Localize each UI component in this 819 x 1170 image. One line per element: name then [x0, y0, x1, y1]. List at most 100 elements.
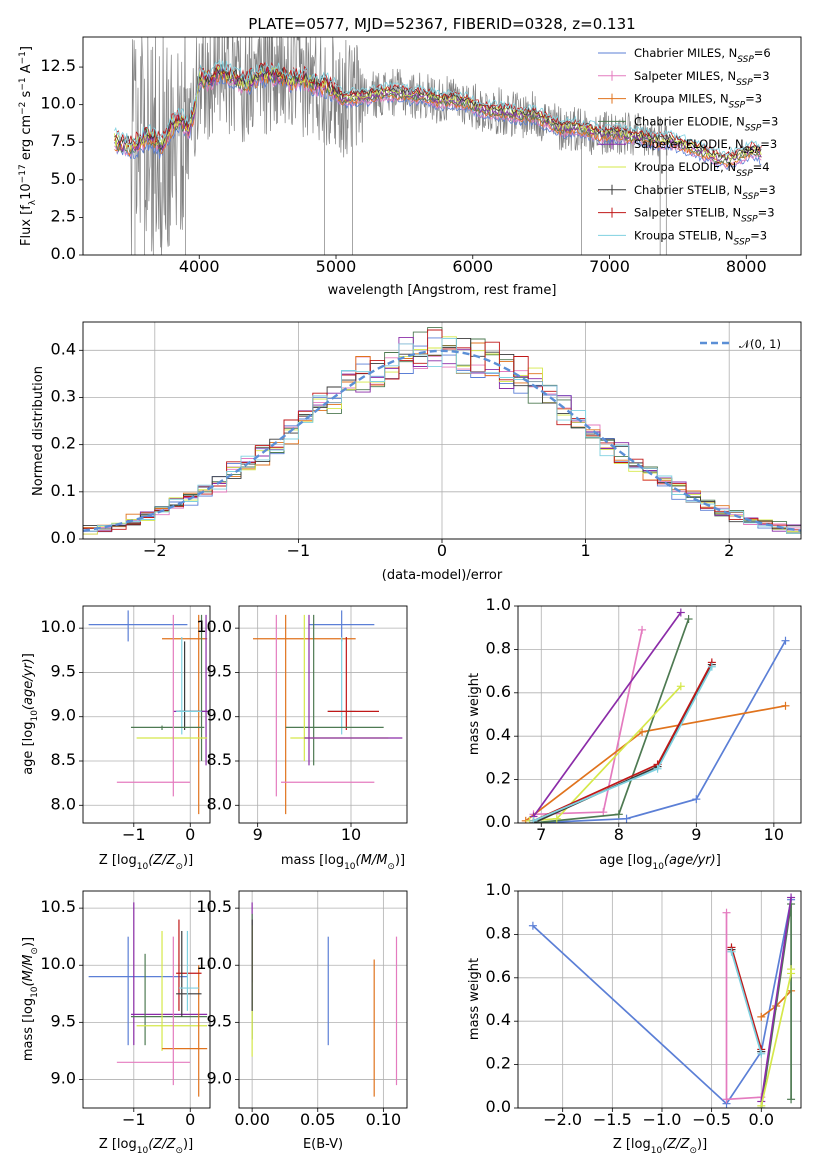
label-part: SSP — [741, 215, 758, 225]
mass-vs-EBV-panel: 0.00 0.05 0.10 9.0 9.5 10.0 10.5 E(B-V) — [196, 890, 408, 1152]
label-part: =3 — [758, 206, 775, 220]
model-spectrum — [114, 68, 762, 162]
axes-frame — [517, 890, 802, 1109]
label-part: (age/yr) — [664, 853, 716, 868]
x-tick-label: 0.00 — [234, 1110, 270, 1129]
plot-area — [251, 902, 398, 1097]
plot-area — [521, 608, 790, 823]
label-part: 10 — [30, 710, 40, 722]
label-part: ⊙ — [175, 862, 183, 872]
label-part: SSP — [742, 192, 759, 202]
label-part: )] — [183, 1137, 193, 1152]
y-tick-label: 9.0 — [51, 1068, 76, 1087]
label-part: (Z/Z — [148, 1137, 176, 1152]
legend-label: Kroupa ELODIE, NSSP=4 — [634, 160, 770, 179]
model-spectrum — [114, 72, 762, 171]
y-tick-label: 10.5 — [196, 897, 232, 916]
x-tick-label: 8000 — [726, 257, 767, 276]
weight-line — [525, 704, 786, 822]
legend-label: Kroupa STELIB, NSSP=3 — [634, 228, 767, 247]
y-axis-label: age [log10(age/yr)] — [21, 653, 40, 775]
figure-title: PLATE=0577, MJD=52367, FIBERID=0328, z=0… — [248, 15, 635, 33]
legend-label: Salpeter STELIB, NSSP=3 — [634, 206, 775, 225]
x-axis-label: (data-model)/error — [382, 568, 503, 583]
label-part: 10 — [137, 862, 149, 872]
weight-line — [532, 612, 682, 817]
label-part: SSP — [736, 78, 753, 88]
plot-area — [88, 610, 209, 815]
label-part: 10 — [19, 183, 34, 200]
spectrum-panel: 4000 5000 6000 7000 8000 0.0 2.5 5.0 7.5 10.0 12.5… — [18, 36, 802, 298]
label-part: s — [19, 90, 34, 101]
model-spectrum — [114, 70, 762, 168]
y-tick-label: 0.8 — [486, 923, 511, 942]
weight-line — [532, 899, 792, 1105]
label-part: ] — [716, 853, 721, 868]
x-tick-label: −0.5 — [692, 1110, 731, 1129]
label-part: −1 — [18, 51, 28, 64]
x-tick-label: 8 — [614, 825, 624, 844]
label-part: −2 — [18, 102, 28, 115]
y-tick-label: 0.6 — [486, 682, 511, 701]
y-tick-label: 0.2 — [51, 434, 76, 453]
x-tick-label: −2 — [143, 541, 167, 560]
y-tick-label: 7.5 — [51, 131, 76, 150]
x-axis-label: Z [log10(Z/Z⊙)] — [99, 1137, 193, 1156]
label-part: erg cm — [19, 115, 34, 164]
label-part: ] — [21, 653, 36, 658]
x-tick-label: 7000 — [589, 257, 630, 276]
label-part: SSP — [744, 146, 761, 156]
y-axis-label: Flux [fλ10−17 erg cm−2 s−1 A−1] — [18, 46, 38, 246]
label-part: Z [log — [99, 853, 137, 868]
weight-line — [730, 947, 763, 1050]
label-part: SSP — [736, 169, 753, 179]
plot-area — [83, 327, 801, 535]
label-part: SSP — [745, 123, 762, 133]
label-part: ⊙ — [689, 1146, 697, 1156]
x-tick-label: −1 — [287, 541, 311, 560]
label-part: −17 — [18, 164, 28, 183]
x-tick-label: −1 — [122, 1110, 146, 1129]
label-part: =6 — [754, 46, 771, 60]
axes-frame — [82, 890, 211, 1109]
y-tick-label: 9.0 — [207, 1068, 232, 1087]
weight-line — [725, 912, 762, 1101]
y-tick-label: 12.5 — [40, 56, 76, 75]
label-part: )] — [183, 853, 193, 868]
label-part: Chabrier MILES, N — [634, 46, 737, 60]
label-part: mass [log — [281, 853, 344, 868]
y-axis-label: mass weight — [467, 673, 482, 755]
label-part: =3 — [753, 69, 770, 83]
label-part: ] — [19, 46, 34, 51]
y-tick-label: 9.5 — [207, 1011, 232, 1030]
axes-frame — [238, 605, 408, 824]
x-tick-label: 2 — [724, 541, 734, 560]
label-part: Chabrier STELIB, N — [634, 183, 742, 197]
x-tick-label: 6000 — [452, 257, 493, 276]
x-tick-label: 4000 — [179, 257, 220, 276]
plot-area — [88, 902, 208, 1097]
legend-label: Chabrier MILES, NSSP=6 — [634, 46, 771, 65]
label-part: )] — [21, 937, 36, 947]
residual-histogram — [83, 337, 801, 534]
y-tick-label: 8.0 — [207, 794, 232, 813]
x-tick-label: −1.0 — [643, 1110, 682, 1129]
legend-label: 𝒩(0, 1) — [739, 337, 781, 351]
label-part: Salpeter STELIB, N — [634, 206, 741, 220]
x-tick-label: 7 — [536, 825, 546, 844]
label-part: Kroupa STELIB, N — [634, 228, 734, 242]
x-tick-label: 9 — [253, 825, 263, 844]
label-part: )] — [395, 853, 405, 868]
x-tick-label: 10 — [341, 825, 361, 844]
label-part: 10 — [30, 986, 40, 998]
x-tick-label: 0 — [185, 825, 195, 844]
y-axis-label: Normed distribution — [31, 366, 46, 496]
y-tick-label: 9.5 — [207, 661, 232, 680]
age-vs-Z-panel: −1 08.08.59.09.510.0Z [log10(Z/Z⊙)]age [l… — [21, 605, 211, 872]
model-spectrum — [114, 58, 762, 156]
x-axis-label: mass [log10(M/M⊙)] — [281, 853, 405, 872]
label-part: (age/yr) — [21, 658, 36, 710]
label-part: (M/M — [356, 853, 388, 868]
